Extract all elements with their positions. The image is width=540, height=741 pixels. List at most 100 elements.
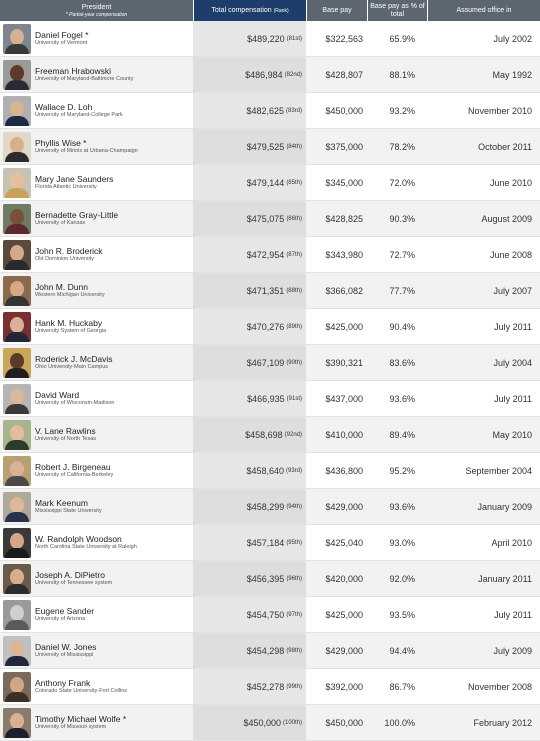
president-text: Wallace D. Loh University of Maryland-Co… (35, 102, 123, 119)
base-pct: 92.0% (389, 573, 415, 584)
base-pay: $429,000 (325, 645, 363, 656)
base-pay-cell: $392,000 (306, 669, 367, 704)
base-pay: $428,807 (325, 69, 363, 80)
avatar-face (10, 604, 24, 621)
base-pay: $420,000 (325, 573, 363, 584)
header-total-label: Total compensation (211, 6, 272, 14)
total-compensation-cell: $452,278 (99th) (193, 669, 306, 704)
avatar-body (5, 151, 29, 162)
rank: (87th) (286, 251, 302, 258)
avatar (3, 527, 31, 558)
base-pct-cell: 93.2% (367, 93, 427, 128)
table-row: W. Randolph Woodson North Carolina State… (0, 525, 540, 561)
table-body: Daniel Fogel * University of Vermont $48… (0, 21, 540, 741)
assumed-office-cell: May 1992 (427, 57, 540, 92)
total-compensation-cell: $489,220 (81st) (193, 21, 306, 56)
header-assumed-office[interactable]: Assumed office in (427, 0, 540, 21)
base-pay-cell: $425,000 (306, 309, 367, 344)
header-total-compensation[interactable]: Total compensation (Rank) (193, 0, 306, 21)
avatar-face (10, 100, 24, 117)
base-pay-cell: $343,980 (306, 237, 367, 272)
president-name: Freeman Hrabowski (35, 66, 112, 76)
base-pct-cell: 93.5% (367, 597, 427, 632)
president-school: Colorado State University-Fort Collins (35, 688, 128, 694)
header-base-pay[interactable]: Base pay (306, 0, 367, 21)
base-pct: 100.0% (384, 717, 415, 728)
base-pay: $450,000 (325, 105, 363, 116)
president-school: University of Maryland-Baltimore County (35, 76, 134, 82)
assumed-office-cell: July 2007 (427, 273, 540, 308)
total-compensation-cell: $458,299 (94th) (193, 489, 306, 524)
president-name: Robert J. Birgeneau (35, 462, 111, 472)
president-cell: Bernadette Gray-Little University of Kan… (0, 201, 193, 236)
assumed-office-cell: January 2009 (427, 489, 540, 524)
assumed-office-cell: November 2010 (427, 93, 540, 128)
total-compensation: $456,395 (246, 573, 285, 584)
table-row: John M. Dunn Western Michigan University… (0, 273, 540, 309)
base-pct-cell: 90.3% (367, 201, 427, 236)
total-compensation-cell: $475,075 (86th) (193, 201, 306, 236)
avatar-body (5, 331, 29, 342)
avatar (3, 203, 31, 234)
avatar-face (10, 64, 24, 81)
president-school: Western Michigan University (35, 292, 105, 298)
total-compensation: $472,954 (246, 249, 285, 260)
president-cell: V. Lane Rawlins University of North Texa… (0, 417, 193, 452)
avatar (3, 635, 31, 666)
president-school: Florida Atlantic University (35, 184, 97, 190)
assumed-office: May 1992 (492, 69, 532, 80)
rank: (83rd) (285, 107, 302, 114)
avatar (3, 491, 31, 522)
base-pct: 93.6% (389, 501, 415, 512)
base-pct-cell: 83.6% (367, 345, 427, 380)
assumed-office: August 2009 (481, 213, 532, 224)
assumed-office-cell: July 2009 (427, 633, 540, 668)
base-pct-cell: 86.7% (367, 669, 427, 704)
president-cell: Robert J. Birgeneau University of Califo… (0, 453, 193, 488)
table-row: Eugene Sander University of Arizona $454… (0, 597, 540, 633)
avatar-face (10, 496, 24, 513)
president-cell: Anthony Frank Colorado State University-… (0, 669, 193, 704)
avatar-body (5, 727, 29, 738)
base-pay: $429,000 (325, 501, 363, 512)
table-row: Anthony Frank Colorado State University-… (0, 669, 540, 705)
table-row: Freeman Hrabowski University of Maryland… (0, 57, 540, 93)
avatar-body (5, 403, 29, 414)
president-cell: Mark Keenum Mississippi State University (0, 489, 193, 524)
avatar-body (5, 115, 29, 126)
base-pay-cell: $375,000 (306, 129, 367, 164)
total-compensation: $454,298 (246, 645, 285, 656)
rank: (93rd) (285, 467, 302, 474)
assumed-office: July 2007 (493, 285, 532, 296)
avatar-body (5, 511, 29, 522)
base-pct: 94.4% (389, 645, 415, 656)
avatar-body (5, 295, 29, 306)
avatar (3, 167, 31, 198)
base-pay: $390,321 (325, 357, 363, 368)
avatar-body (5, 655, 29, 666)
base-pct: 95.2% (389, 465, 415, 476)
assumed-office: October 2011 (478, 141, 532, 152)
assumed-office-cell: September 2004 (427, 453, 540, 488)
total-compensation-cell: $458,698 (92nd) (193, 417, 306, 452)
avatar-body (5, 259, 29, 270)
avatar-body (5, 691, 29, 702)
avatar (3, 23, 31, 54)
president-school: University of Tennessee system (35, 580, 113, 586)
base-pct-cell: 72.7% (367, 237, 427, 272)
base-pay: $345,000 (325, 177, 363, 188)
president-cell: John R. Broderick Old Dominion Universit… (0, 237, 193, 272)
president-cell: Freeman Hrabowski University of Maryland… (0, 57, 193, 92)
base-pct-cell: 92.0% (367, 561, 427, 596)
avatar (3, 311, 31, 342)
rank: (92nd) (284, 431, 302, 438)
president-name: John R. Broderick (35, 246, 103, 256)
assumed-office-cell: June 2008 (427, 237, 540, 272)
header-base-pct[interactable]: Base pay as % of total (367, 0, 427, 21)
president-name: David Ward (35, 390, 80, 400)
assumed-office: July 2004 (493, 357, 532, 368)
base-pct: 90.4% (389, 321, 415, 332)
base-pay-cell: $428,807 (306, 57, 367, 92)
assumed-office-cell: July 2011 (427, 381, 540, 416)
total-compensation-cell: $482,625 (83rd) (193, 93, 306, 128)
